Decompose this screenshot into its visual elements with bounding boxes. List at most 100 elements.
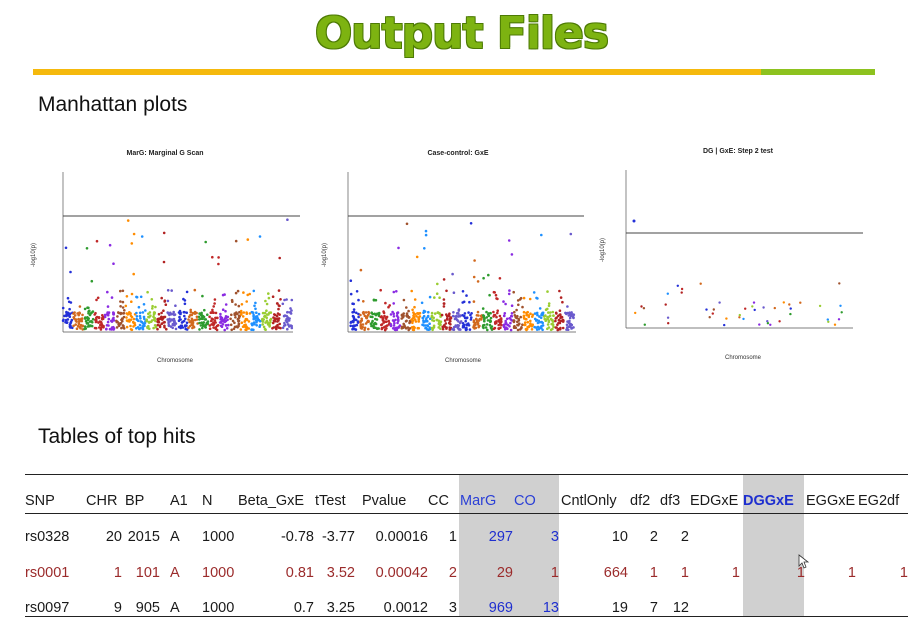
snp-point <box>189 308 192 312</box>
snp-point <box>239 309 243 313</box>
snp-point <box>261 311 265 315</box>
snp-point <box>237 320 240 323</box>
snp-point <box>725 317 728 320</box>
manhattan-plot-2: Case-control: GxE Chromosome -log10(p) <box>318 140 588 370</box>
snp-point <box>188 320 192 323</box>
snp-point <box>151 307 154 310</box>
snp-point <box>405 312 409 315</box>
snp-point <box>139 320 143 323</box>
snp-point <box>569 232 573 236</box>
snp-point <box>384 301 387 305</box>
snp-point <box>183 310 186 314</box>
snp-point <box>469 222 473 225</box>
cell-eg2df: 1 <box>899 565 908 581</box>
snp-point <box>182 319 186 323</box>
snp-point <box>198 321 201 325</box>
header-beta_gxe: Beta_GxE <box>238 493 305 509</box>
plot-3-ylabel: -log10(p) <box>600 238 606 262</box>
snp-point <box>555 312 558 315</box>
snp-point <box>286 327 289 331</box>
snp-point <box>536 313 539 317</box>
snp-point <box>489 326 493 330</box>
snp-point <box>245 325 248 329</box>
snp-point <box>237 316 241 320</box>
snp-point <box>366 320 369 324</box>
snp-point <box>152 311 156 314</box>
snp-point <box>191 321 195 325</box>
snp-point <box>461 290 465 293</box>
snp-point <box>407 309 410 313</box>
snp-point <box>420 301 424 305</box>
cell-beta_gxe: 0.7 <box>293 600 314 616</box>
snp-point <box>666 292 669 295</box>
snp-point <box>478 317 482 321</box>
snp-point <box>121 312 125 315</box>
snp-point <box>69 270 72 274</box>
snp-point <box>541 311 544 315</box>
snp-point <box>372 324 375 327</box>
snp-point <box>277 307 280 311</box>
snp-point <box>507 239 511 242</box>
snp-point <box>219 318 222 321</box>
snp-point <box>356 320 360 323</box>
snp-point <box>174 322 178 325</box>
snp-point <box>352 315 355 318</box>
snp-point <box>169 319 172 323</box>
snp-point <box>183 299 187 302</box>
snp-point <box>464 319 467 323</box>
snp-point <box>115 326 119 329</box>
snp-point <box>567 321 571 324</box>
snp-point <box>723 323 726 327</box>
snp-point <box>187 326 190 329</box>
snp-point <box>67 312 70 315</box>
snp-point <box>400 317 403 320</box>
snp-point <box>416 326 420 330</box>
snp-point <box>198 318 201 321</box>
snp-point <box>359 323 363 326</box>
snp-point <box>529 319 532 323</box>
snp-point <box>213 298 217 301</box>
snp-point <box>252 289 256 293</box>
snp-point <box>516 314 519 318</box>
snp-point <box>283 324 286 327</box>
snp-point <box>172 310 175 314</box>
snp-point <box>193 318 197 322</box>
snp-point <box>559 319 563 323</box>
snp-point <box>454 317 458 320</box>
snp-point <box>269 311 273 314</box>
snp-point <box>147 320 151 324</box>
snp-point <box>78 318 81 322</box>
snp-point <box>200 321 203 324</box>
snp-point <box>141 311 145 314</box>
snp-point <box>167 324 171 328</box>
snp-point <box>110 296 114 299</box>
snp-point <box>224 324 228 327</box>
snp-point <box>509 321 512 325</box>
snp-point <box>75 327 79 330</box>
snp-point <box>508 316 511 320</box>
snp-point <box>283 321 286 325</box>
cell-a1: A <box>170 600 180 616</box>
snp-point <box>559 315 563 319</box>
snp-point <box>499 317 503 320</box>
snp-point <box>95 298 98 302</box>
snp-point <box>839 304 842 307</box>
snp-point <box>102 326 105 329</box>
snp-point <box>355 290 359 293</box>
snp-point <box>392 302 395 305</box>
snp-point <box>158 325 162 329</box>
snp-point <box>202 321 206 324</box>
cell-edgxe: 1 <box>731 565 740 581</box>
snp-point <box>547 302 551 305</box>
snp-point <box>120 326 123 330</box>
snp-point <box>240 303 244 306</box>
snp-point <box>210 319 213 323</box>
snp-point <box>374 317 377 321</box>
snp-point <box>160 296 163 300</box>
snp-point <box>445 314 449 318</box>
snp-point <box>782 301 785 304</box>
snp-point <box>71 326 74 330</box>
snp-point <box>124 304 128 308</box>
header-ttest: tTest <box>315 493 346 509</box>
snp-point <box>289 307 292 310</box>
